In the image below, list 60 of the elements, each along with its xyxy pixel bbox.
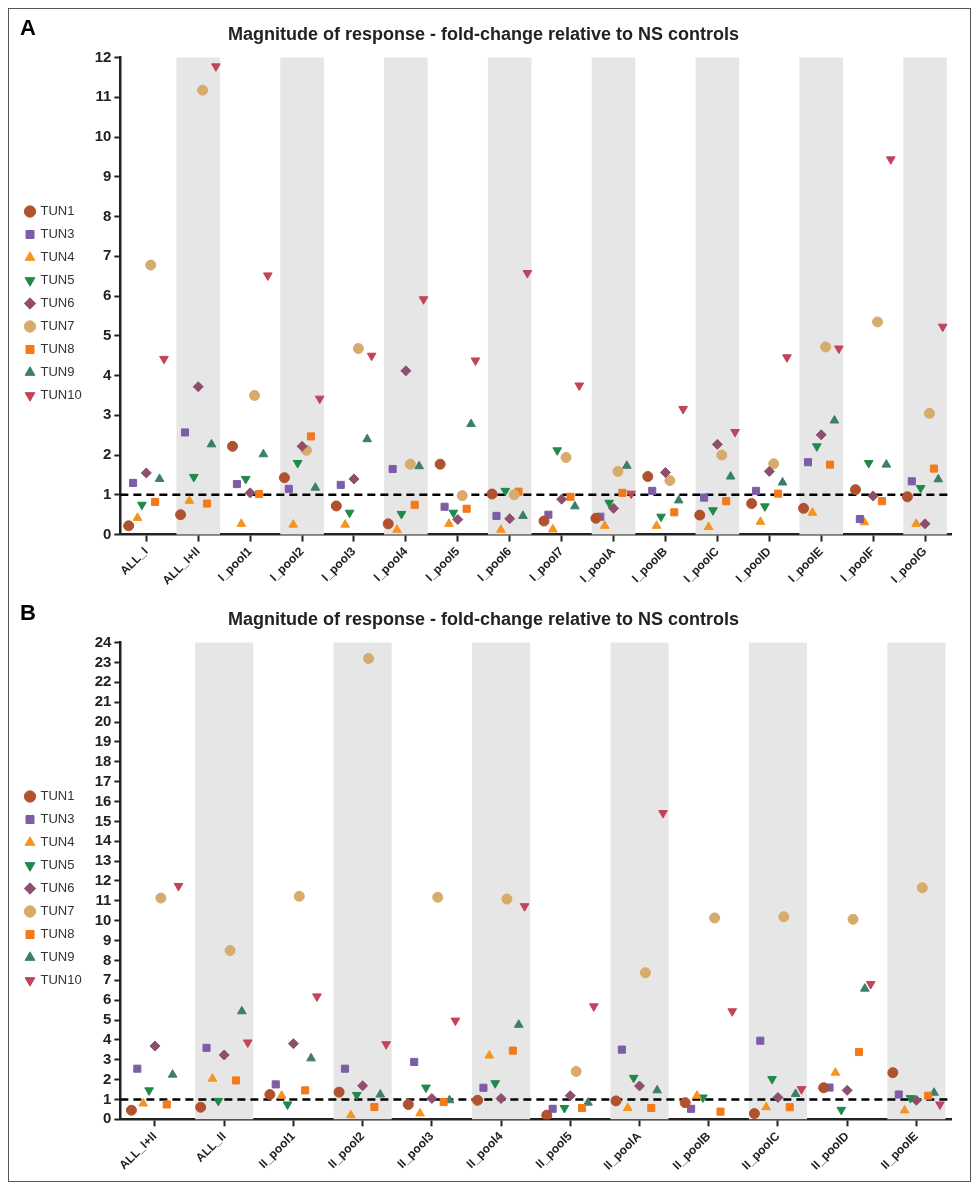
y-tick-label: 10	[94, 910, 112, 928]
y-tick-label: 0	[103, 1109, 112, 1127]
y-tick-label: 2	[103, 1069, 112, 1087]
y-tick-label: 1	[103, 484, 112, 502]
chart-title: Magnitude of response - fold-change relative to NS controls	[227, 23, 740, 44]
y-tick-label: 18	[94, 751, 112, 769]
y-tick-label: 12	[94, 871, 112, 889]
legend-label: TUN10	[40, 387, 82, 403]
y-tick-label: 7	[103, 970, 112, 988]
legend-label: TUN4	[40, 834, 75, 850]
y-tick-label: 22	[94, 672, 112, 690]
legend-label: TUN7	[40, 318, 75, 334]
y-tick-label: 7	[103, 246, 112, 264]
text: A	[20, 15, 36, 41]
text: B	[20, 600, 36, 626]
y-tick-label: 3	[103, 1049, 112, 1067]
y-tick-label: 1	[103, 1089, 112, 1107]
y-tick-label: 21	[94, 692, 112, 710]
y-tick-label: 9	[103, 930, 112, 948]
legend-label: TUN1	[40, 788, 75, 804]
y-tick-label: 15	[94, 811, 112, 829]
y-tick-label: 16	[94, 791, 112, 809]
y-tick-label: 9	[103, 166, 112, 184]
y-tick-label: 23	[94, 652, 112, 670]
legend-label: TUN3	[40, 811, 75, 827]
y-tick-label: 6	[103, 286, 112, 304]
y-tick-label: 17	[94, 771, 112, 789]
y-tick-label: 6	[103, 990, 112, 1008]
y-tick-label: 14	[94, 831, 113, 849]
y-tick-label: 4	[103, 365, 113, 383]
y-tick-label: 0	[103, 524, 112, 542]
legend-label: TUN4	[40, 249, 75, 265]
legend-label: TUN5	[40, 857, 75, 873]
legend-label: TUN8	[40, 341, 75, 357]
y-tick-label: 4	[103, 1030, 113, 1048]
y-tick-label: 8	[103, 950, 112, 968]
legend-label: TUN10	[40, 972, 82, 988]
legend-label: TUN6	[40, 295, 75, 311]
y-tick-label: 5	[103, 325, 112, 343]
y-tick-label: 19	[94, 732, 112, 750]
y-tick-label: 20	[94, 712, 112, 730]
y-tick-label: 3	[103, 405, 112, 423]
legend-label: TUN3	[40, 226, 75, 242]
y-tick-label: 2	[103, 445, 112, 463]
legend-label: TUN6	[40, 880, 75, 896]
chart-title: Magnitude of response - fold-change relative to NS controls	[227, 608, 740, 629]
y-tick-label: 5	[103, 1010, 112, 1028]
y-tick-label: 13	[94, 851, 112, 869]
y-tick-label: 11	[95, 890, 112, 908]
y-tick-label: 8	[103, 206, 112, 224]
legend-label: TUN5	[40, 272, 75, 288]
legend-label: TUN1	[40, 203, 75, 219]
y-tick-label: 10	[94, 127, 112, 145]
legend-label: TUN9	[40, 364, 75, 380]
y-tick-label: 12	[94, 47, 112, 65]
y-tick-label: 11	[95, 87, 112, 105]
legend-label: TUN9	[40, 949, 75, 965]
legend-label: TUN7	[40, 903, 75, 919]
y-tick-label: 24	[94, 632, 113, 650]
legend-label: TUN8	[40, 926, 75, 942]
